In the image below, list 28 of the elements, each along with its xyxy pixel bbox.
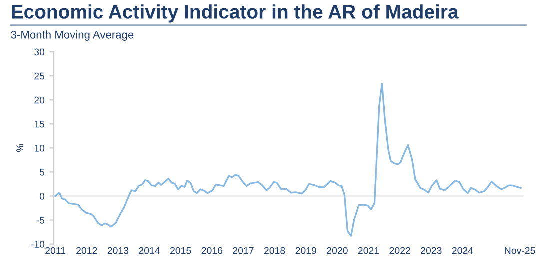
y-tick-label: -5 — [36, 217, 45, 224]
x-tick-label: 2022 — [390, 247, 410, 254]
y-tick-label: 0 — [40, 192, 45, 200]
x-tick-label: 2011 — [46, 247, 66, 254]
x-tick-label: 2014 — [139, 247, 160, 254]
x-tick-label: 2019 — [296, 247, 316, 254]
x-tick-label: 2018 — [264, 247, 286, 254]
y-axis-title: % — [16, 144, 24, 152]
x-tick-label: 2015 — [170, 247, 192, 254]
x-tick-label: 2020 — [327, 247, 348, 254]
chart-title: Economic Activity Indicator in the AR of Madeira — [12, 4, 459, 23]
y-tick-label: 15 — [34, 120, 45, 128]
x-tick-label: 2023 — [421, 247, 442, 254]
y-tick-label: 5 — [40, 169, 45, 176]
chart-subtitle: 3-Month Moving Average — [11, 30, 134, 42]
x-tick-label: 2017 — [233, 247, 254, 254]
y-tick-label: 10 — [34, 144, 45, 152]
x-tick-label: 2021 — [358, 247, 380, 254]
x-tick-label: 2012 — [76, 247, 98, 254]
x-tick-label: 2013 — [108, 247, 129, 254]
y-tick-label: -10 — [31, 241, 45, 248]
x-tick-label: 2016 — [202, 247, 223, 254]
line-series — [54, 82, 522, 237]
x-tick-label: 2024 — [452, 247, 474, 254]
x-tick-label: Nov-25 — [505, 247, 536, 254]
y-tick-label: 20 — [34, 96, 45, 104]
y-tick-label: 30 — [34, 48, 45, 56]
y-tick-label: 25 — [34, 72, 45, 80]
